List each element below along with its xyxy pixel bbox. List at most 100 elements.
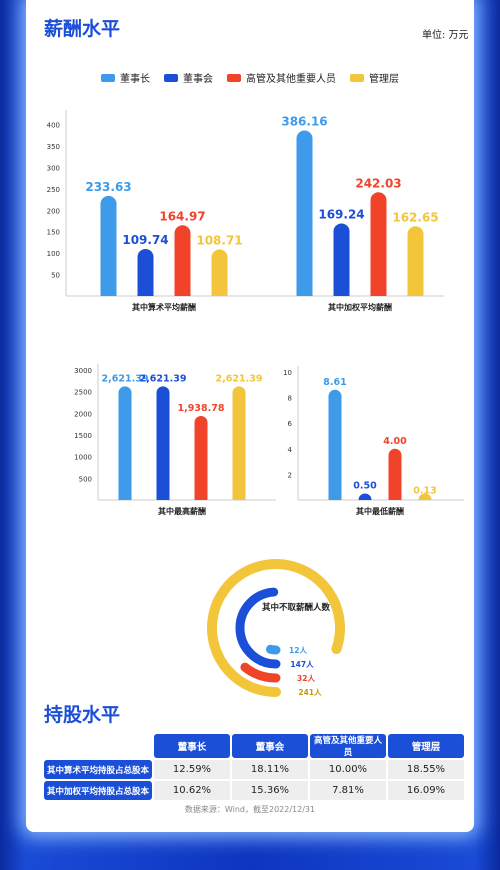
y-tick-label: 50	[51, 272, 60, 280]
legend-item: 高管及其他重要人员	[227, 70, 336, 85]
table-cell: 15.36%	[232, 781, 308, 800]
col-header: 高管及其他重要人员	[310, 734, 386, 758]
table-cell: 18.11%	[232, 760, 308, 779]
legend-label: 董事长	[120, 74, 150, 85]
y-tick-label: 350	[47, 143, 60, 151]
legend-swatch	[164, 73, 178, 82]
bar	[174, 225, 191, 296]
radial-title: 其中不取薪酬人数	[262, 602, 331, 613]
data-label: 0.13	[413, 485, 436, 496]
table-cell: 10.00%	[310, 760, 386, 779]
radial-label: 32人	[297, 674, 315, 683]
legend-label: 管理层	[369, 74, 399, 85]
bar	[388, 448, 402, 500]
row-header: 其中加权平均持股占总股本	[44, 781, 152, 800]
y-tick-label: 1000	[74, 454, 92, 462]
y-tick-label: 150	[47, 229, 60, 237]
data-label: 386.16	[281, 115, 327, 129]
legend-item: 董事会	[164, 70, 213, 85]
legend-swatch	[350, 73, 364, 82]
data-label: 242.03	[355, 176, 401, 190]
y-tick-label: 400	[47, 122, 60, 130]
col-header: 董事会	[232, 734, 308, 758]
data-label: 162.65	[392, 210, 438, 224]
x-category-label: 其中最高薪酬	[158, 506, 206, 516]
table-row: 其中加权平均持股占总股本 10.62% 15.36% 7.81% 16.09%	[44, 781, 464, 800]
data-label: 109.74	[122, 233, 168, 247]
table-cell: 18.55%	[388, 760, 464, 779]
x-category-label: 其中算术平均薪酬	[132, 302, 196, 312]
holding-title: 持股水平	[44, 704, 121, 726]
y-tick-label: 300	[47, 164, 60, 172]
radial-label: 147人	[290, 660, 314, 669]
data-label: 0.50	[353, 481, 377, 492]
data-source: 数据来源：Wind，截至2022/12/31	[184, 805, 316, 814]
legend-item: 董事长	[101, 70, 150, 85]
y-tick-label: 10	[283, 369, 292, 377]
bar	[137, 248, 154, 296]
bar	[100, 195, 117, 296]
y-tick-label: 6	[288, 420, 293, 428]
bar	[194, 415, 208, 500]
col-header: 董事长	[154, 734, 230, 758]
y-tick-label: 3000	[74, 367, 92, 375]
data-label: 233.63	[85, 180, 131, 194]
data-label: 2,621.39	[102, 373, 149, 384]
y-tick-label: 200	[47, 207, 60, 215]
y-tick-label: 2500	[74, 389, 92, 397]
y-tick-label: 250	[47, 186, 60, 194]
unit-label: 单位: 万元	[422, 30, 469, 41]
bar	[370, 192, 387, 296]
x-category-label: 其中加权平均薪酬	[328, 302, 392, 312]
bar	[232, 386, 246, 500]
data-label: 4.00	[383, 436, 407, 447]
report-card: 薪酬水平 单位: 万元 董事长 董事会 高管及其他重要人员 管理层 50 100 150 2…	[26, 0, 474, 832]
legend-swatch	[101, 73, 115, 82]
y-tick-label: 2	[288, 471, 292, 479]
table-corner	[44, 734, 152, 758]
legend-item: 管理层	[350, 70, 399, 85]
y-tick-label: 4	[288, 446, 293, 454]
y-tick-label: 1500	[74, 432, 92, 440]
y-tick-label: 8	[288, 395, 292, 403]
table-cell: 7.81%	[310, 781, 386, 800]
bar	[296, 130, 313, 296]
bar	[418, 493, 432, 500]
table-cell: 10.62%	[154, 781, 230, 800]
data-label: 1,938.78	[178, 403, 225, 414]
radial-bar	[240, 662, 281, 683]
data-label: 8.61	[323, 377, 346, 388]
data-label: 2,621.39	[140, 373, 187, 384]
y-tick-label: 500	[79, 475, 92, 483]
y-tick-label: 100	[47, 250, 60, 258]
bar	[118, 386, 132, 500]
legend-label: 董事会	[183, 74, 213, 85]
col-header: 管理层	[388, 734, 464, 758]
legend-label: 高管及其他重要人员	[246, 74, 336, 85]
radial-label: 241人	[298, 688, 322, 697]
legend-swatch	[227, 73, 241, 82]
bar	[328, 389, 342, 500]
radial-bar	[266, 644, 281, 655]
bar	[333, 223, 350, 296]
data-label: 164.97	[159, 209, 205, 223]
radial-bar	[235, 587, 281, 669]
data-label: 2,621.39	[216, 373, 263, 384]
data-label: 169.24	[318, 207, 364, 221]
table-cell: 16.09%	[388, 781, 464, 800]
bar	[358, 493, 372, 500]
data-label: 108.71	[196, 233, 242, 247]
holding-header-row: 董事长 董事会 高管及其他重要人员 管理层	[44, 734, 464, 758]
y-tick-label: 2000	[74, 410, 92, 418]
charts-canvas: 50 100 150 200 250 300 350 400 233.63 109.74 164.9…	[47, 110, 464, 697]
legend: 董事长 董事会 高管及其他重要人员 管理层	[26, 70, 474, 85]
salary-title: 薪酬水平	[44, 18, 121, 40]
bar	[407, 226, 424, 296]
holding-table: 董事长 董事会 高管及其他重要人员 管理层 其中算术平均持股占总股本 12.59…	[42, 732, 466, 802]
x-category-label: 其中最低薪酬	[356, 506, 404, 516]
bar	[211, 249, 228, 296]
table-cell: 12.59%	[154, 760, 230, 779]
row-header: 其中算术平均持股占总股本	[44, 760, 152, 779]
bar	[156, 386, 170, 500]
radial-bar	[207, 559, 345, 697]
